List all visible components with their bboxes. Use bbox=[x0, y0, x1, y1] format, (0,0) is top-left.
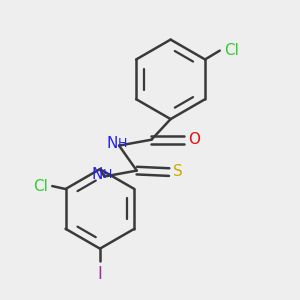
Text: I: I bbox=[98, 265, 102, 283]
Text: N: N bbox=[92, 167, 103, 182]
Text: N: N bbox=[106, 136, 118, 151]
Text: Cl: Cl bbox=[224, 43, 239, 58]
Text: S: S bbox=[173, 164, 182, 179]
Text: O: O bbox=[188, 132, 200, 147]
Text: H: H bbox=[103, 168, 112, 181]
Text: H: H bbox=[118, 137, 127, 150]
Text: Cl: Cl bbox=[33, 178, 48, 194]
